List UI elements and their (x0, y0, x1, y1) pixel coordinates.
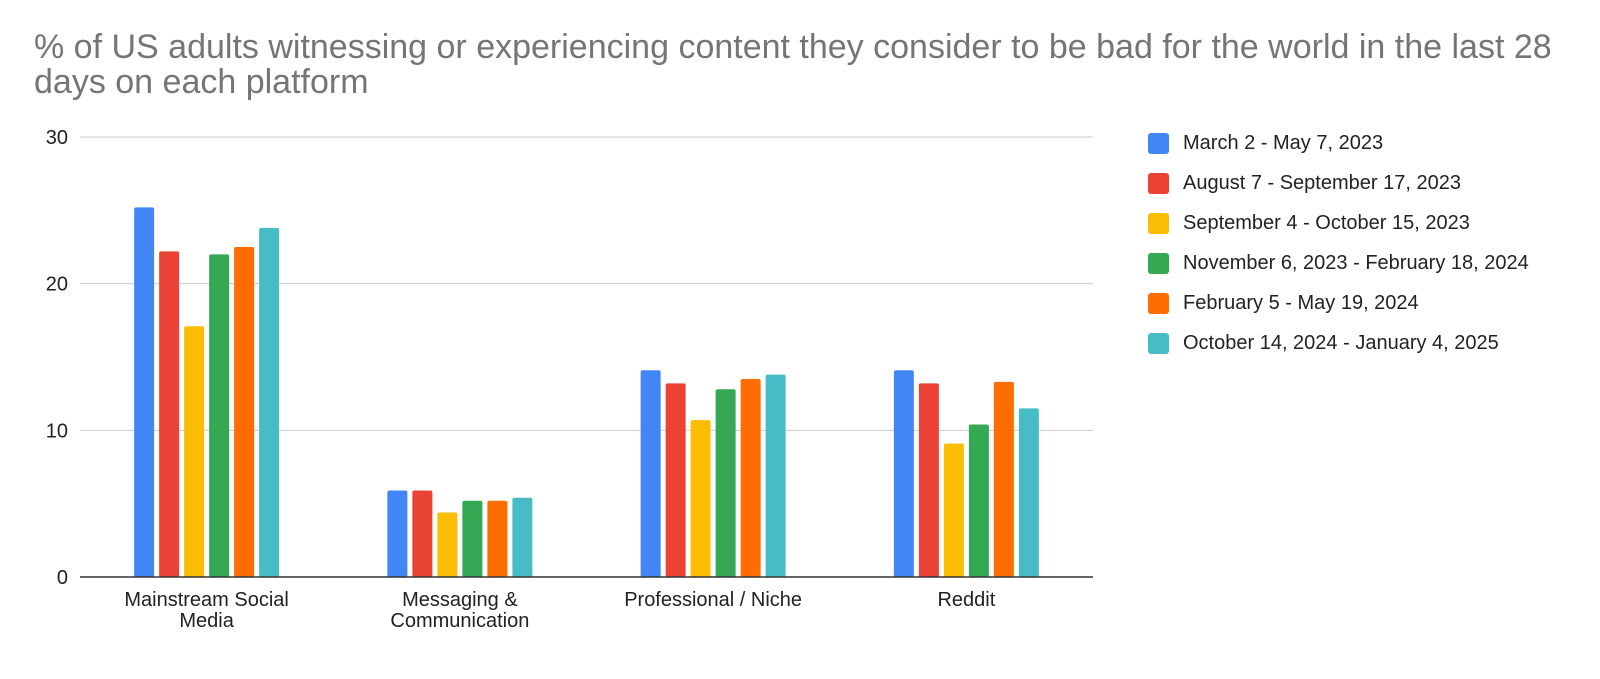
legend-label: February 5 - May 19, 2024 (1183, 291, 1419, 314)
bar (159, 251, 180, 577)
bar (134, 207, 155, 577)
bar (993, 381, 1014, 577)
bar (943, 443, 964, 577)
bar (665, 383, 686, 577)
legend-item: February 5 - May 19, 2024 (1148, 283, 1529, 323)
legend-swatch (1148, 292, 1169, 314)
legend-label: September 4 - October 15, 2023 (1183, 211, 1470, 234)
bar (968, 424, 989, 577)
bar (765, 374, 786, 577)
legend-label: November 6, 2023 - February 18, 2024 (1183, 251, 1529, 274)
legend-label: August 7 - September 17, 2023 (1183, 171, 1461, 194)
y-tick-label: 30 (46, 127, 68, 149)
bar (437, 512, 458, 577)
legend-item: October 14, 2024 - January 4, 2025 (1148, 323, 1529, 363)
y-tick-label: 10 (46, 420, 68, 442)
legend-item: November 6, 2023 - February 18, 2024 (1148, 243, 1529, 283)
bar (184, 326, 205, 577)
bar (259, 227, 280, 577)
legend-label: March 2 - May 7, 2023 (1183, 131, 1384, 154)
bar (640, 370, 661, 577)
bar (918, 383, 939, 577)
bar (1018, 408, 1039, 577)
legend-swatch (1148, 172, 1169, 194)
chart-legend: March 2 - May 7, 2023 August 7 - Septembe… (1148, 123, 1529, 363)
bar (209, 254, 230, 578)
bar (412, 490, 433, 577)
x-tick-label: Media (179, 610, 234, 632)
legend-item: March 2 - May 7, 2023 (1148, 123, 1529, 163)
bar (234, 247, 255, 577)
x-tick-label: Mainstream Social (124, 589, 289, 611)
bar (487, 500, 508, 577)
legend-item: August 7 - September 17, 2023 (1148, 163, 1529, 203)
bar (690, 420, 711, 577)
chart-title: % of US adults witnessing or experiencin… (34, 28, 1552, 101)
legend-swatch (1148, 252, 1169, 274)
legend-item: September 4 - October 15, 2023 (1148, 203, 1529, 243)
legend-swatch (1148, 332, 1169, 354)
y-tick-label: 20 (46, 274, 68, 296)
x-tick-label: Professional / Niche (624, 589, 802, 611)
x-tick-label: Messaging & (402, 589, 518, 611)
bar (512, 497, 533, 577)
bar (462, 500, 483, 577)
legend-swatch (1148, 132, 1169, 154)
bar (715, 389, 736, 577)
x-tick-label: Reddit (937, 589, 995, 611)
y-tick-label: 0 (57, 567, 68, 589)
bar (893, 370, 914, 577)
x-tick-label: Communication (390, 610, 529, 632)
legend-label: October 14, 2024 - January 4, 2025 (1183, 331, 1499, 354)
legend-swatch (1148, 212, 1169, 234)
bar (387, 490, 408, 577)
bar (740, 379, 761, 577)
